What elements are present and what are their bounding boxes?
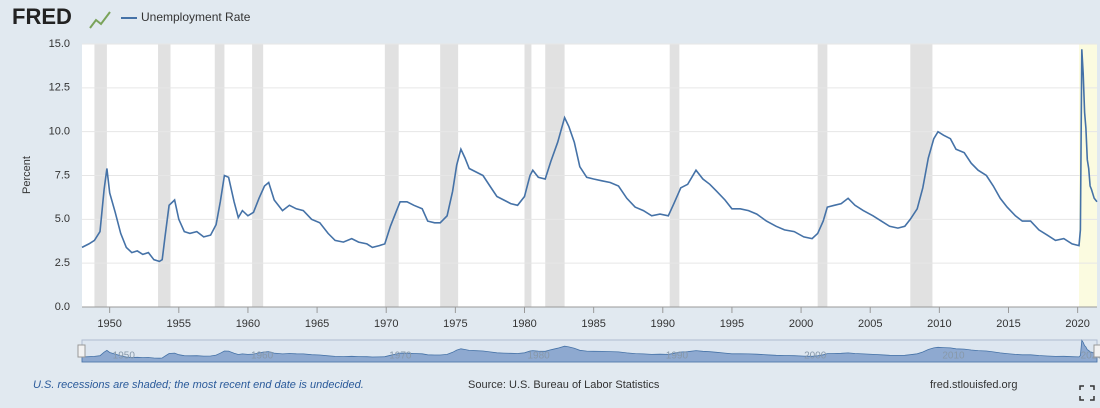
navigator-handle[interactable] — [77, 344, 86, 358]
navigator-tick-label: 1970 — [389, 351, 412, 362]
x-tick-label: 1980 — [512, 318, 536, 330]
y-tick-label: 7.5 — [55, 169, 70, 181]
navigator-tick-label: 1950 — [113, 351, 136, 362]
site[interactable]: fred.stlouisfed.org — [930, 379, 1017, 391]
navigator-tick-label: 1980 — [528, 351, 551, 362]
footnote: U.S. recessions are shaded; the most rec… — [33, 379, 364, 391]
y-tick-label: 12.5 — [49, 82, 70, 94]
y-axis-label: Percent — [21, 156, 33, 194]
navigator-tick-label: 2020 — [1081, 351, 1100, 362]
series-line — [81, 49, 1098, 263]
y-tick-label: 2.5 — [55, 257, 70, 269]
navigator-tick-label: 2000 — [804, 351, 827, 362]
y-tick-label: 5.0 — [55, 213, 70, 225]
x-tick-label: 1960 — [236, 318, 260, 330]
x-tick-label: 1990 — [651, 318, 675, 330]
y-tick-label: 10.0 — [49, 126, 70, 138]
navigator-tick-label: 1990 — [666, 351, 689, 362]
x-tick-label: 1995 — [720, 318, 744, 330]
source: Source: U.S. Bureau of Labor Statistics — [468, 379, 660, 391]
x-tick-label: 2020 — [1065, 318, 1089, 330]
logo-icon — [89, 11, 111, 29]
x-tick-label: 2015 — [996, 318, 1020, 330]
x-tick-label: 2010 — [927, 318, 951, 330]
y-tick-label: 0.0 — [55, 301, 70, 313]
navigator-tick-label: 1960 — [251, 351, 274, 362]
navigator-tick-label: 2010 — [942, 351, 965, 362]
logo: FRED — [12, 4, 72, 29]
x-tick-label: 1950 — [97, 318, 121, 330]
x-tick-label: 1965 — [305, 318, 329, 330]
y-tick-label: 15.0 — [49, 38, 70, 50]
x-tick-label: 1955 — [167, 318, 191, 330]
legend-label[interactable]: Unemployment Rate — [141, 10, 251, 24]
navigator-area — [81, 339, 1098, 363]
x-tick-label: 1970 — [374, 318, 398, 330]
x-tick-label: 1985 — [581, 318, 605, 330]
x-tick-label: 1975 — [443, 318, 467, 330]
fullscreen-icon[interactable] — [1079, 385, 1095, 401]
navigator-handle[interactable] — [1093, 344, 1100, 358]
x-tick-label: 2005 — [858, 318, 882, 330]
x-tick-label: 2000 — [789, 318, 813, 330]
